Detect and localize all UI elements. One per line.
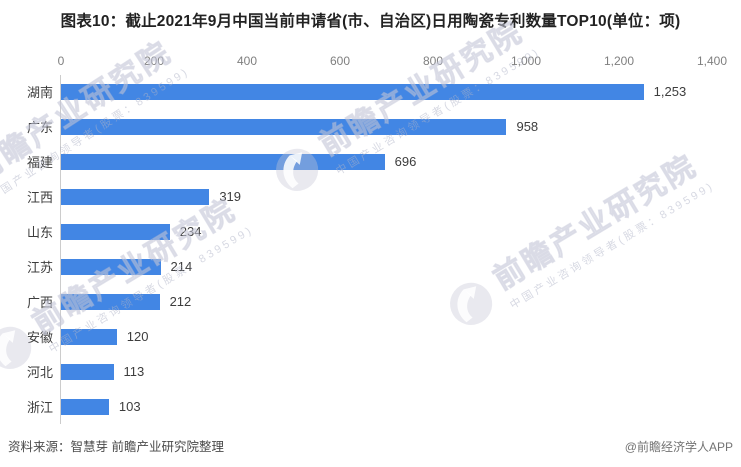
category-label: 福建 [26,155,53,170]
x-axis-tick: 0 [57,54,65,68]
bar-row: 江西 319 [27,179,712,214]
y-axis-line [60,75,61,424]
x-axis-tick: 1,000 [510,54,542,68]
x-axis-tick: 200 [143,54,165,68]
bar [61,398,109,415]
bar-row: 广西 212 [27,284,712,319]
value-label: 214 [170,259,193,274]
category-label: 河北 [26,365,53,380]
copyright-note: @前瞻经济学人APP [624,440,733,454]
category-label: 湖南 [26,85,53,100]
bar-row: 山东 234 [27,214,712,249]
bar [61,293,160,310]
chart-title: 图表10：截止2021年9月中国当前申请省(市、自治区)日用陶瓷专利数量TOP1… [60,13,681,30]
bar-row: 湖南 1,253 [27,74,712,109]
x-axis-tick: 1,200 [603,54,635,68]
category-label: 山东 [26,225,53,240]
bar [61,258,161,275]
bar [61,223,170,240]
category-label: 广东 [26,120,53,135]
bar-row: 浙江 103 [27,389,712,424]
value-label: 103 [118,399,141,414]
category-label: 浙江 [26,400,53,415]
value-label: 234 [179,224,202,239]
bar [61,153,385,170]
x-axis-tick: 600 [329,54,351,68]
value-label: 1,253 [653,84,687,99]
bar [61,363,114,380]
bar-row: 河北 113 [27,354,712,389]
value-label: 120 [126,329,149,344]
category-label: 安徽 [26,330,53,345]
value-label: 113 [123,364,145,379]
x-axis-tick: 1,400 [696,54,728,68]
bar [61,118,507,135]
bar-row: 福建 696 [27,144,712,179]
bar [61,188,210,205]
category-label: 江西 [26,190,53,205]
value-label: 696 [394,154,417,169]
bar [61,83,644,100]
bar-row: 广东 958 [27,109,712,144]
source-note: 资料来源：智慧芽 前瞻产业研究院整理 [8,440,224,454]
bar [61,328,117,345]
value-label: 212 [169,294,192,309]
category-label: 江苏 [26,260,53,275]
value-label: 319 [219,189,242,204]
category-label: 广西 [26,295,53,310]
x-axis: 0 200 400 600 800 1,000 1,200 1,400 [57,54,727,68]
value-label: 958 [516,119,539,134]
bar-rows: 湖南 1,253 广东 958 福建 696 江西 319 山东 234 江苏 214 广西 212 安徽 1… [27,74,712,424]
x-axis-tick: 800 [422,54,444,68]
bar-row: 江苏 214 [27,249,712,284]
x-axis-tick: 400 [236,54,258,68]
bar-row: 安徽 120 [27,319,712,354]
